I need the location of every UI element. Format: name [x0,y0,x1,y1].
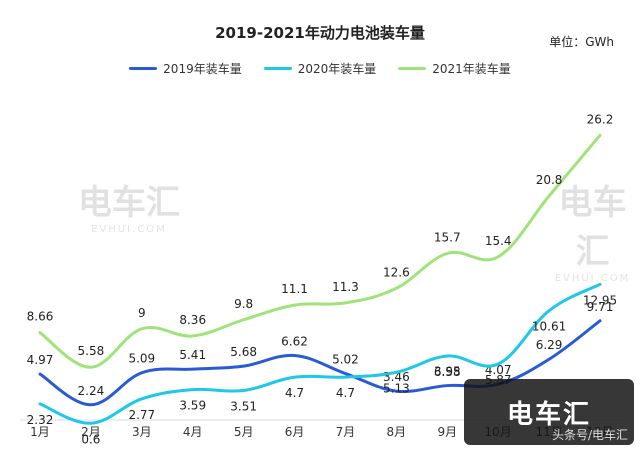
data-label: 9.8 [234,297,253,311]
data-label: 2.32 [27,413,54,427]
data-label: 4.7 [336,386,355,400]
data-label: 9.71 [587,300,614,314]
data-label: 10.61 [532,320,566,334]
data-label: 26.2 [587,112,614,126]
data-label: 8.36 [179,313,206,327]
data-label: 4.7 [285,386,304,400]
data-label: 3.51 [230,400,257,414]
legend-label-2019: 2019年装车量 [163,62,242,76]
legend-swatch-2021 [398,67,427,70]
corner-badge-subtext: 头条号/电车汇 [551,428,628,442]
data-label: 5.58 [78,344,105,358]
series-line-2020年装车量 [38,282,602,425]
data-label: 8.66 [27,310,54,324]
x-tick-label: 9月 [437,425,457,439]
data-label: 5.41 [179,348,206,362]
legend-item-2019: 2019年装车量 [129,60,242,77]
data-label: 11.1 [281,282,308,296]
data-label: 4.97 [27,353,54,367]
legend-swatch-2020 [263,67,292,70]
data-label: 5.13 [383,381,410,395]
data-label: 9 [138,306,146,320]
x-tick-label: 6月 [285,425,305,439]
data-label: 6.29 [536,338,563,352]
x-tick-label: 3月 [132,425,152,439]
corner-badge-text: 电车汇 [506,399,591,430]
x-tick-label: 1月 [30,425,50,439]
legend-item-2020: 2020年装车量 [263,60,377,77]
data-label: 15.7 [434,230,461,244]
data-label: 5.02 [332,353,359,367]
x-tick-label: 8月 [387,425,407,439]
legend-label-2020: 2020年装车量 [297,62,377,76]
data-label: 15.4 [485,234,512,248]
unit-label: 单位：GWh [549,35,614,49]
data-label: 12.6 [383,265,410,279]
data-label: 6.58 [434,365,461,379]
corner-badge: 电车汇 [464,379,634,445]
data-label: 3.95 [434,365,461,379]
data-label: 12.95 [583,293,617,307]
data-label: 0.6 [81,432,100,446]
data-label: 5.68 [230,345,257,359]
data-label: 2.77 [128,408,155,422]
x-tick-label: 5月 [234,425,254,439]
data-label: 6.62 [281,335,308,349]
legend-item-2021: 2021年装车量 [398,60,511,77]
x-tick-label: 4月 [183,425,203,439]
legend-label-2021: 2021年装车量 [432,62,511,76]
data-label: 3.59 [179,399,206,413]
data-label: 2.24 [78,384,105,398]
data-label: 5.09 [128,352,155,366]
data-label: 11.3 [332,280,359,294]
chart-title: 2019-2021年动力电池装车量 [215,24,425,42]
x-tick-label: 7月 [336,425,356,439]
data-label: 20.8 [536,173,563,187]
x-tick-label: 2月 [81,425,101,439]
legend-swatch-2019 [129,67,158,70]
legend: 2019年装车量 2020年装车量 2021年装车量 [0,60,640,77]
series-line-2021年装车量 [38,133,602,369]
